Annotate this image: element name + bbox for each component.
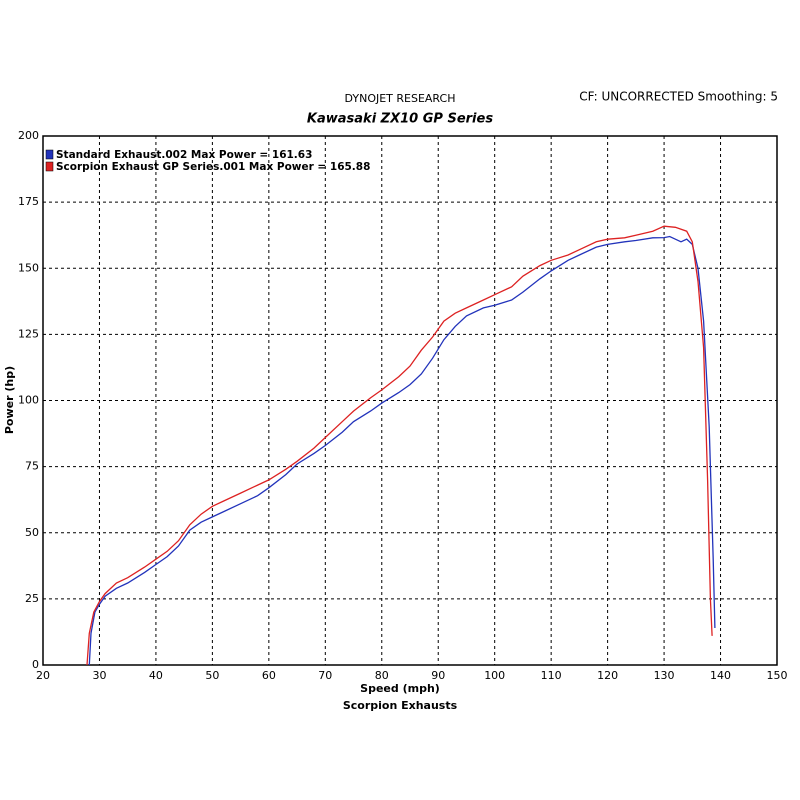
y-tick-label: 100 bbox=[18, 394, 39, 407]
legend-label: Scorpion Exhaust GP Series.001 Max Power… bbox=[56, 161, 370, 173]
x-tick-label: 150 bbox=[767, 669, 788, 682]
x-tick-label: 40 bbox=[149, 669, 163, 682]
x-tick-label: 20 bbox=[36, 669, 50, 682]
y-tick-label: 75 bbox=[25, 460, 39, 473]
legend-swatch bbox=[45, 161, 54, 172]
footer: Scorpion Exhausts bbox=[343, 699, 458, 712]
x-axis-label: Speed (mph) bbox=[360, 682, 440, 695]
y-tick-label: 150 bbox=[18, 261, 39, 274]
x-tick-label: 110 bbox=[541, 669, 562, 682]
x-tick-label: 140 bbox=[710, 669, 731, 682]
chart-subtitle: Kawasaki ZX10 GP Series bbox=[307, 112, 493, 127]
y-tick-label: 200 bbox=[18, 129, 39, 142]
x-tick-label: 50 bbox=[205, 669, 219, 682]
x-tick-label: 120 bbox=[597, 669, 618, 682]
x-tick-label: 100 bbox=[484, 669, 505, 682]
y-tick-label: 125 bbox=[18, 327, 39, 340]
y-tick-label: 25 bbox=[25, 592, 39, 605]
y-tick-label: 175 bbox=[18, 195, 39, 208]
x-tick-label: 60 bbox=[262, 669, 276, 682]
x-tick-label: 30 bbox=[92, 669, 106, 682]
x-tick-label: 80 bbox=[375, 669, 389, 682]
legend-swatch bbox=[45, 149, 54, 160]
legend-label: Standard Exhaust.002 Max Power = 161.63 bbox=[56, 149, 312, 161]
x-tick-label: 70 bbox=[318, 669, 332, 682]
x-tick-label: 90 bbox=[431, 669, 445, 682]
y-axis-label: Power (hp) bbox=[3, 366, 16, 434]
x-tick-label: 130 bbox=[654, 669, 675, 682]
annotation: CF: UNCORRECTED Smoothing: 5 bbox=[579, 90, 778, 104]
data-line bbox=[88, 235, 716, 666]
chart-title: DYNOJET RESEARCH bbox=[345, 92, 456, 105]
y-tick-label: 50 bbox=[25, 526, 39, 539]
data-line bbox=[86, 225, 713, 666]
y-tick-label: 0 bbox=[32, 658, 39, 671]
plot-border bbox=[42, 135, 778, 666]
